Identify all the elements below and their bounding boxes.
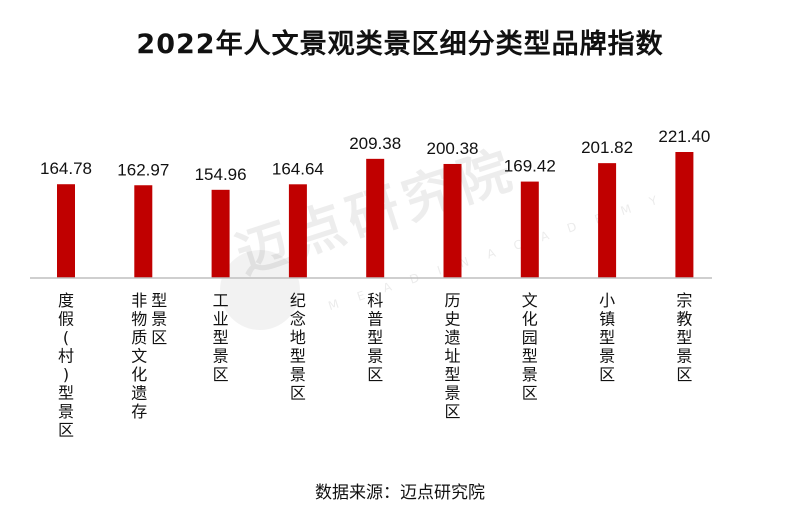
value-label-8: 201.82 [581,138,633,157]
svg-text:教: 教 [676,310,692,329]
svg-text:历: 历 [444,291,460,310]
svg-text:型: 型 [367,328,383,347]
svg-text:存: 存 [131,402,147,421]
svg-text:区: 区 [444,402,460,421]
svg-text:度: 度 [58,291,74,310]
bar-3 [211,189,230,278]
bar-5 [366,158,385,278]
svg-text:景: 景 [58,402,74,421]
svg-text:科: 科 [367,291,383,310]
svg-text:园: 园 [522,328,538,347]
value-label-5: 209.38 [349,134,401,153]
svg-text:文: 文 [131,347,147,366]
svg-text:区: 区 [676,365,692,384]
svg-text:质: 质 [131,328,147,347]
category-label-1: 度假(村)型景区 [58,291,74,440]
value-label-7: 169.42 [504,157,556,176]
svg-text:区: 区 [151,328,167,347]
value-label-4: 164.64 [272,159,324,178]
svg-text:地: 地 [290,328,306,347]
svg-text:型: 型 [151,291,167,310]
svg-text:宗: 宗 [676,291,692,310]
bar-1 [57,184,75,278]
bar-8 [598,163,617,278]
bar-6 [443,163,462,278]
bars-group: 164.78 162.97 154.96 164.64 209.38 200.38 169.… [40,127,710,278]
svg-text:化: 化 [131,365,147,384]
svg-text:景: 景 [676,347,692,366]
svg-text:型: 型 [599,328,615,347]
svg-text:念: 念 [290,310,306,329]
svg-text:型: 型 [213,328,229,347]
svg-text:景: 景 [599,347,615,366]
svg-text:假: 假 [58,310,74,329]
category-labels-group: 度假(村)型景区非物质文化遗存型景区工业型景区纪念地型景区科普型景区历史遗址型景… [58,291,692,440]
svg-text:景: 景 [444,384,460,403]
svg-text:镇: 镇 [599,310,615,329]
value-label-3: 154.96 [195,165,247,184]
svg-text:文: 文 [522,291,538,310]
svg-text:景: 景 [522,365,538,384]
svg-text:物: 物 [131,310,147,329]
svg-text:纪: 纪 [290,291,306,310]
svg-text:史: 史 [444,310,460,329]
svg-text:区: 区 [213,365,229,384]
svg-text:化: 化 [522,310,538,329]
bar-7 [520,181,539,278]
svg-text:景: 景 [151,310,167,329]
svg-text:型: 型 [676,328,692,347]
svg-text:区: 区 [367,365,383,384]
svg-text:遗: 遗 [444,328,460,347]
svg-text:区: 区 [290,384,306,403]
svg-text:型: 型 [58,384,74,403]
svg-text:非: 非 [131,291,147,310]
svg-text:普: 普 [367,310,383,329]
svg-text:区: 区 [522,384,538,403]
value-label-9: 221.40 [658,127,710,146]
svg-text:区: 区 [58,421,74,440]
svg-text:景: 景 [290,365,306,384]
svg-text:景: 景 [213,347,229,366]
value-label-2: 162.97 [117,160,169,179]
svg-text:址: 址 [444,347,460,366]
svg-text:工: 工 [213,291,229,310]
svg-text:区: 区 [599,365,615,384]
svg-text:景: 景 [367,347,383,366]
bar-2 [134,185,153,278]
svg-text:型: 型 [444,365,460,384]
value-label-1: 164.78 [40,159,92,178]
chart-title: 2022年人文景观类景区细分类型品牌指数 [136,29,664,60]
watermark-logo [220,250,300,330]
svg-text:型: 型 [522,347,538,366]
svg-text:小: 小 [599,291,615,310]
svg-text:村: 村 [58,347,74,366]
svg-text:业: 业 [213,310,229,329]
svg-text:遗: 遗 [131,384,147,403]
svg-text:): ) [63,365,69,384]
bar-9 [675,152,694,278]
value-label-6: 200.38 [427,139,479,158]
bar-4 [288,184,307,278]
svg-text:型: 型 [290,347,306,366]
data-source-note: 数据来源：迈点研究院 [315,483,485,503]
svg-text:(: ( [63,328,69,347]
